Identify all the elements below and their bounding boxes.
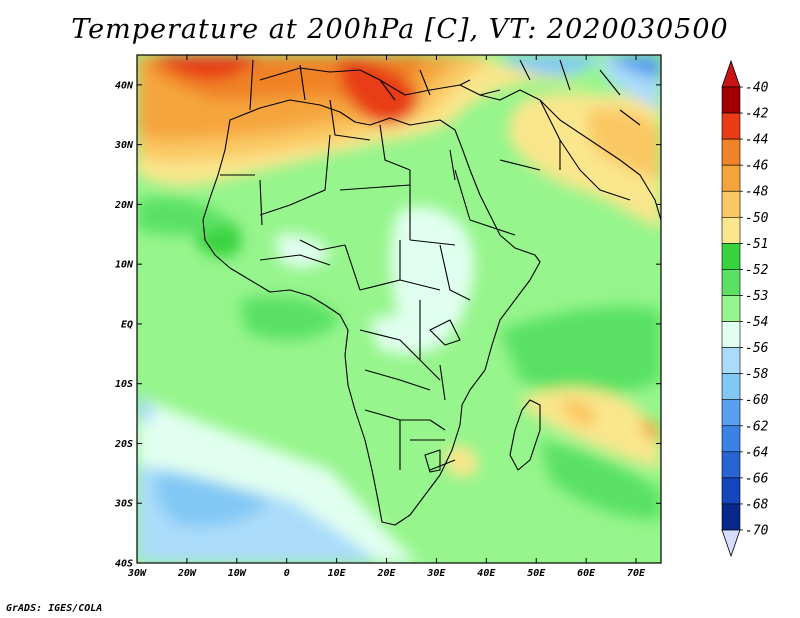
colorbar-bottom-arrow bbox=[721, 529, 741, 558]
longitude-axis: 30W 20W 10W 0 10E 20E 30E 40E 50E 60E 70E bbox=[127, 55, 646, 579]
colorbar-swatch bbox=[721, 112, 741, 140]
colorbar-label: -44 bbox=[745, 133, 768, 148]
lon-tick-label: 20W bbox=[177, 568, 197, 579]
colorbar-swatch bbox=[721, 243, 741, 270]
colorbar-label: -54 bbox=[745, 315, 768, 330]
colorbar-label: -70 bbox=[745, 524, 769, 539]
colorbar-swatch bbox=[721, 373, 741, 401]
lon-tick-label: 60E bbox=[577, 568, 596, 579]
lon-tick-label: 30E bbox=[426, 568, 446, 579]
colorbar-swatch bbox=[721, 399, 741, 427]
colorbar-label: -68 bbox=[745, 497, 769, 512]
grads-credit: GrADS: IGES/COLA bbox=[6, 603, 103, 614]
colorbar-label: -66 bbox=[745, 471, 769, 486]
lon-tick-label: 0 bbox=[284, 568, 290, 579]
lon-tick-label: 40E bbox=[477, 568, 496, 579]
lon-tick-label: 20E bbox=[376, 568, 396, 579]
colorbar-label: -48 bbox=[745, 185, 769, 200]
temperature-field bbox=[137, 55, 661, 563]
colorbar-swatch bbox=[721, 269, 741, 296]
colorbar-swatch bbox=[721, 295, 741, 322]
colorbar-label: -42 bbox=[745, 107, 769, 122]
colorbar-label: -40 bbox=[745, 81, 769, 96]
lat-tick-label: 40N bbox=[115, 80, 134, 91]
lon-tick-label: 10E bbox=[328, 568, 347, 579]
colorbar-swatch bbox=[721, 138, 741, 166]
lon-tick-label: 70E bbox=[627, 568, 646, 579]
colorbar-label: -64 bbox=[745, 445, 768, 460]
colorbar: -40 -42 -44 -46 -48 -50 -51 -52 -53 -54 -56 -58 -60 -… bbox=[721, 59, 769, 558]
map-title: Temperature at 200hPa [C], VT: 202003050… bbox=[71, 14, 729, 45]
colorbar-label: -46 bbox=[745, 159, 769, 174]
latitude-axis: 40N 30N 20N 10N EQ 10S 20S 30S 40S bbox=[114, 80, 661, 570]
lat-tick-label: 30N bbox=[114, 140, 134, 151]
colorbar-swatch bbox=[721, 190, 741, 218]
colorbar-label: -53 bbox=[745, 289, 768, 304]
lat-tick-label: 20S bbox=[114, 439, 133, 450]
colorbar-swatch bbox=[721, 477, 741, 505]
colorbar-label: -50 bbox=[745, 211, 769, 226]
lat-tick-label: 20N bbox=[114, 200, 134, 211]
colorbar-swatch bbox=[721, 216, 741, 244]
colorbar-swatch bbox=[721, 425, 741, 453]
lat-tick-label: 30S bbox=[114, 499, 133, 510]
colorbar-label: -56 bbox=[745, 341, 769, 356]
lat-tick-label: 40S bbox=[115, 559, 133, 570]
lon-tick-label: 50E bbox=[527, 568, 546, 579]
colorbar-label: -62 bbox=[745, 419, 769, 434]
colorbar-swatch bbox=[721, 503, 741, 531]
colorbar-swatch bbox=[721, 86, 741, 114]
colorbar-label: -52 bbox=[745, 263, 769, 278]
lon-tick-label: 30W bbox=[127, 568, 147, 579]
colorbar-swatch bbox=[721, 347, 741, 374]
colorbar-label: -60 bbox=[745, 393, 769, 408]
colorbar-swatch bbox=[721, 451, 741, 479]
colorbar-top-arrow bbox=[721, 59, 741, 88]
colorbar-swatch bbox=[721, 321, 741, 348]
colorbar-label: -58 bbox=[745, 367, 769, 382]
colorbar-swatch bbox=[721, 164, 741, 192]
lat-tick-label: 10N bbox=[115, 260, 134, 271]
lat-tick-label: EQ bbox=[121, 319, 133, 330]
colorbar-label: -51 bbox=[745, 237, 768, 252]
lat-tick-label: 10S bbox=[115, 379, 133, 390]
map-frame bbox=[136, 54, 662, 564]
lon-tick-label: 10W bbox=[228, 568, 247, 579]
coastline-outline bbox=[202, 59, 661, 526]
